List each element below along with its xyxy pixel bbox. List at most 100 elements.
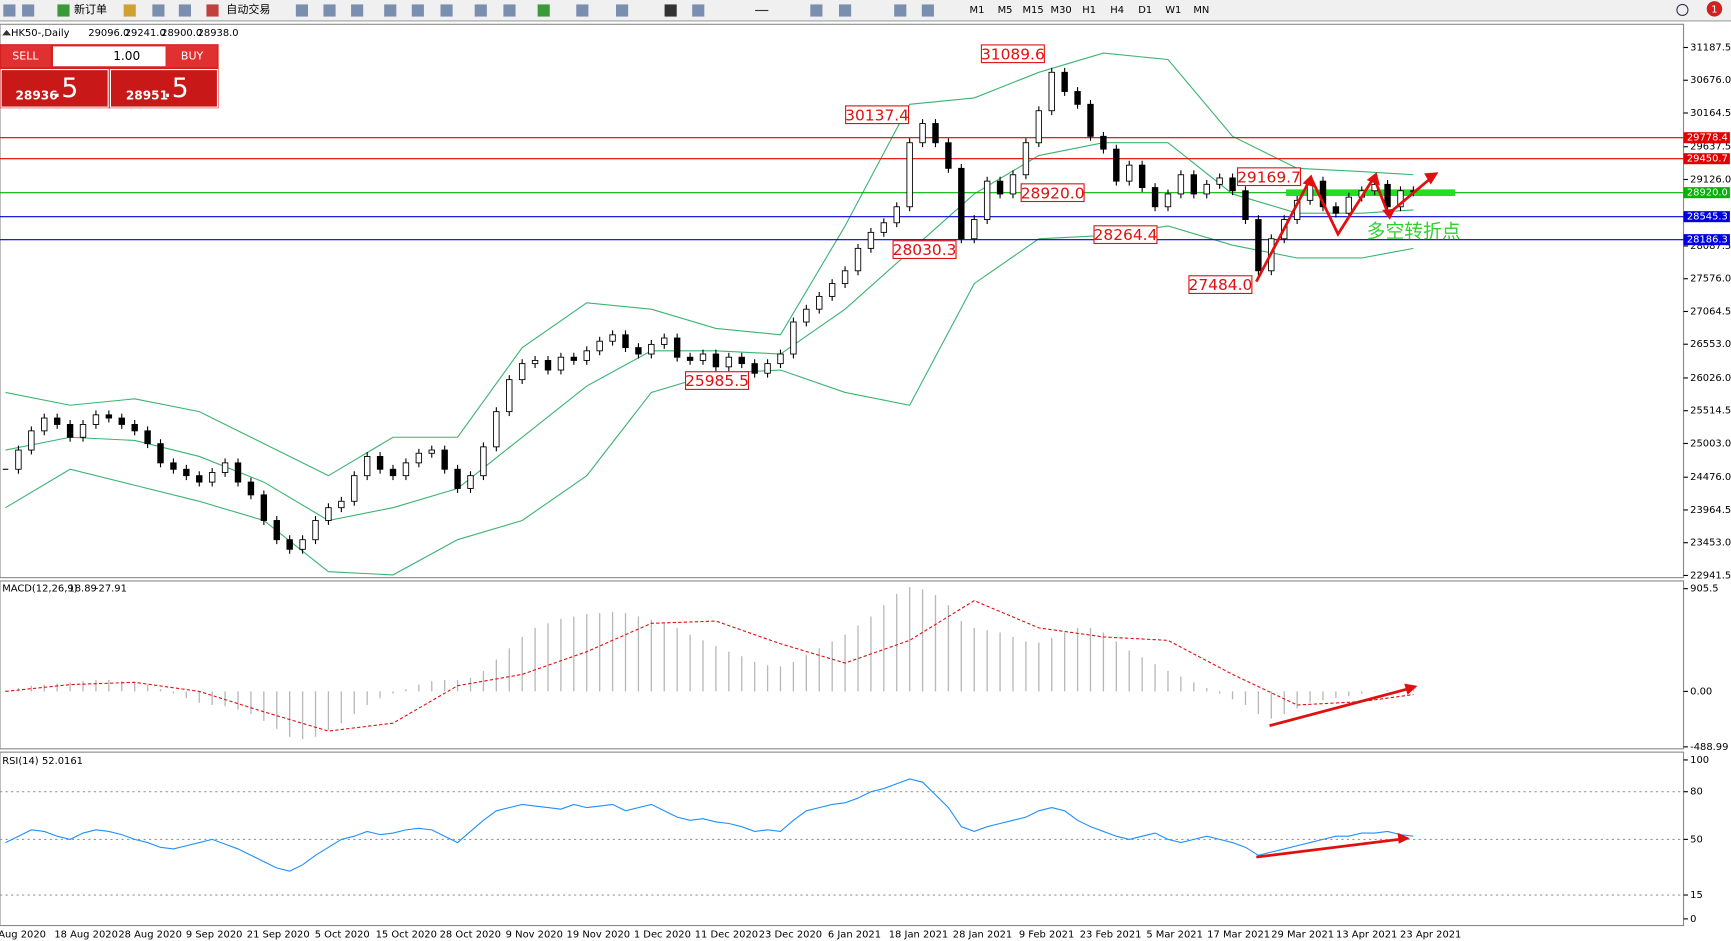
macd-bar xyxy=(159,689,162,692)
candle xyxy=(945,142,952,169)
macd-bar xyxy=(4,690,7,692)
search-icon[interactable] xyxy=(1676,3,1689,17)
annotation: 25985.5 xyxy=(685,372,749,390)
icon[interactable] xyxy=(664,4,677,17)
lots-input[interactable] xyxy=(52,46,166,67)
candle xyxy=(493,411,500,448)
icon[interactable] xyxy=(755,9,769,12)
sell-price-box[interactable] xyxy=(0,69,109,108)
icon[interactable] xyxy=(22,4,35,17)
icon[interactable] xyxy=(3,4,16,17)
x-tick-label: 18 Jan 2021 xyxy=(889,929,948,940)
timeframe[interactable]: M15 xyxy=(1022,5,1043,16)
macd-bar xyxy=(431,681,433,692)
x-tick-label: 29 Mar 2021 xyxy=(1271,929,1334,940)
candle xyxy=(661,337,668,345)
icon[interactable] xyxy=(178,4,191,17)
y-tick-label: 26553.0 xyxy=(1690,339,1731,350)
macd-bar xyxy=(766,665,769,692)
icon[interactable] xyxy=(440,4,453,17)
icon[interactable] xyxy=(123,4,136,17)
price-line-tag xyxy=(1683,234,1730,246)
x-tick-label: 28 Jan 2021 xyxy=(953,929,1012,940)
icon[interactable] xyxy=(323,4,336,17)
candle xyxy=(183,468,190,477)
icon[interactable] xyxy=(810,4,823,17)
macd-bar xyxy=(1386,690,1389,692)
timeframe[interactable]: H4 xyxy=(1110,5,1124,16)
candle xyxy=(1229,177,1236,192)
icon[interactable] xyxy=(576,4,589,17)
new-order-icon[interactable] xyxy=(57,4,70,17)
icon[interactable] xyxy=(411,4,424,17)
y-tick-label: 29637.5 xyxy=(1690,142,1731,153)
macd-bar xyxy=(663,623,665,692)
notification-count: 1 xyxy=(1711,4,1717,15)
y-tick-label: 23453.0 xyxy=(1690,538,1731,549)
macd-bar xyxy=(650,619,652,692)
icon[interactable] xyxy=(503,4,516,17)
icon[interactable] xyxy=(537,4,550,17)
icon[interactable] xyxy=(474,4,487,17)
notification-badge[interactable] xyxy=(1706,1,1723,17)
candle xyxy=(196,475,203,483)
candle xyxy=(170,462,177,470)
new-order[interactable]: 新订单 xyxy=(74,2,107,16)
macd-bar xyxy=(831,641,833,692)
macd-panel xyxy=(0,580,1685,750)
macd-bar xyxy=(263,691,265,721)
timeframe[interactable]: D1 xyxy=(1138,5,1152,16)
icon[interactable] xyxy=(839,4,852,17)
icon[interactable] xyxy=(152,4,165,17)
timeframe[interactable]: M5 xyxy=(998,5,1013,16)
candle xyxy=(1345,196,1353,214)
timeframe[interactable]: MN xyxy=(1193,5,1209,16)
candle xyxy=(648,343,655,355)
icon[interactable] xyxy=(384,4,397,17)
candle xyxy=(480,446,487,477)
icon[interactable] xyxy=(616,4,629,17)
timeframe[interactable]: W1 xyxy=(1165,5,1181,16)
quote: 29241.0 xyxy=(125,28,166,39)
macd-bar xyxy=(960,621,962,692)
candle xyxy=(234,462,242,483)
sell-button[interactable] xyxy=(1,45,51,68)
timeframe[interactable]: M30 xyxy=(1051,5,1072,16)
rsi-trendline xyxy=(1256,836,1408,859)
auto-trading-icon[interactable] xyxy=(206,4,219,17)
y-tick-label: 30676.0 xyxy=(1690,75,1731,86)
sell-price-pips: .5 xyxy=(53,73,78,104)
price-line-tag xyxy=(1683,153,1730,165)
icon[interactable] xyxy=(692,4,705,17)
candle xyxy=(1384,183,1391,208)
macd-bar xyxy=(908,587,911,692)
drawn-arrows xyxy=(1255,173,1437,859)
macd-bar xyxy=(676,627,678,692)
candle xyxy=(1151,187,1159,208)
macd-bar xyxy=(224,691,226,707)
x-tick-label: 28 Aug 2020 xyxy=(118,929,182,940)
indicator-value: 18.89 xyxy=(68,584,96,595)
macd-bar xyxy=(702,640,704,692)
auto-trading[interactable]: 自动交易 xyxy=(226,2,270,16)
macd-bar xyxy=(1373,691,1376,692)
buy-price-box[interactable] xyxy=(109,69,219,108)
timeframe[interactable]: H1 xyxy=(1082,5,1096,16)
lots: 1.00 xyxy=(113,49,140,63)
arrow-heads xyxy=(1302,172,1439,844)
y-tick-label: 30164.5 xyxy=(1690,108,1731,119)
icon[interactable] xyxy=(894,4,907,17)
candle xyxy=(467,475,474,489)
macd-bar xyxy=(198,691,200,703)
macd-bar xyxy=(495,659,498,692)
annotation-box xyxy=(980,44,1045,64)
timeframe[interactable]: M1 xyxy=(970,5,985,16)
icon[interactable] xyxy=(295,4,309,17)
candle xyxy=(428,449,435,454)
buy-button[interactable] xyxy=(165,45,218,68)
macd-bar xyxy=(1309,691,1311,703)
icon[interactable] xyxy=(351,4,364,17)
icon[interactable] xyxy=(921,4,934,17)
x-tick-label: 11 Dec 2020 xyxy=(695,929,758,940)
